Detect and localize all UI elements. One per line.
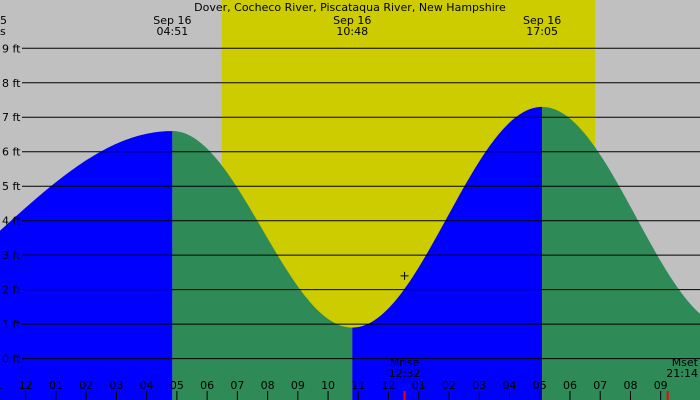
y-tick-label: 4 ft — [2, 215, 21, 228]
x-tick-label: 11 — [351, 379, 365, 392]
y-tick-label: 9 ft — [2, 42, 21, 55]
moon-event-name: Mset — [672, 356, 699, 369]
x-tick-label: 05 — [533, 379, 547, 392]
x-tick-label: 10 — [321, 379, 335, 392]
y-tick-label: 2 ft — [2, 284, 21, 297]
y-tick-label: 0 ft — [2, 353, 21, 366]
x-tick-label: 01 — [412, 379, 426, 392]
x-tick-label: 07 — [593, 379, 607, 392]
x-tick-label: 08 — [623, 379, 637, 392]
y-tick-label: 8 ft — [2, 77, 21, 90]
x-tick-label: 05 — [170, 379, 184, 392]
y-tick-label: 6 ft — [2, 146, 21, 159]
x-tick-label: 11 — [0, 379, 2, 392]
x-tick-label: 12 — [19, 379, 33, 392]
y-tick-label: 5 ft — [2, 180, 21, 193]
y-tick-label: 7 ft — [2, 111, 21, 124]
falling-tide-area — [542, 106, 700, 400]
x-tick-label: 03 — [109, 379, 123, 392]
x-tick-label: 09 — [654, 379, 668, 392]
tide-time-label: 04:51 — [157, 25, 189, 38]
tide-area-layer — [0, 106, 700, 400]
x-tick-label: 07 — [230, 379, 244, 392]
moon-event-time: 21:14 — [666, 367, 698, 380]
x-tick-label: 06 — [200, 379, 214, 392]
rising-tide-area — [0, 131, 173, 400]
x-tick-label: 02 — [79, 379, 93, 392]
tide-date-label: Sep 16 — [523, 14, 561, 27]
left-edge-label-bottom: s — [0, 25, 6, 38]
x-tick-label: 06 — [563, 379, 577, 392]
tide-time-label: 10:48 — [336, 25, 368, 38]
x-tick-label: 04 — [503, 379, 517, 392]
moon-event-name: Mrise — [390, 356, 420, 369]
x-tick-label: 02 — [442, 379, 456, 392]
tide-date-label: Sep 16 — [153, 14, 191, 27]
x-tick-label: 12 — [382, 379, 396, 392]
left-edge-label-top: 5 — [0, 14, 7, 27]
rising-tide-area — [352, 106, 543, 400]
x-tick-label: 01 — [49, 379, 63, 392]
tide-time-label: 17:05 — [526, 25, 558, 38]
chart-title: Dover, Cocheco River, Piscataqua River, … — [194, 1, 506, 14]
x-tick-label: 03 — [472, 379, 486, 392]
label-layer: Dover, Cocheco River, Piscataqua River, … — [0, 1, 699, 392]
x-tick-label: 09 — [291, 379, 305, 392]
x-tick-label: 04 — [140, 379, 154, 392]
moon-event-time: 12:32 — [389, 367, 421, 380]
y-tick-label: 1 ft — [2, 318, 21, 331]
falling-tide-area — [172, 131, 353, 400]
gridline-layer — [22, 47, 700, 400]
x-tick-label: 08 — [261, 379, 275, 392]
tide-date-label: Sep 16 — [333, 14, 371, 27]
y-tick-label: 3 ft — [2, 249, 21, 262]
